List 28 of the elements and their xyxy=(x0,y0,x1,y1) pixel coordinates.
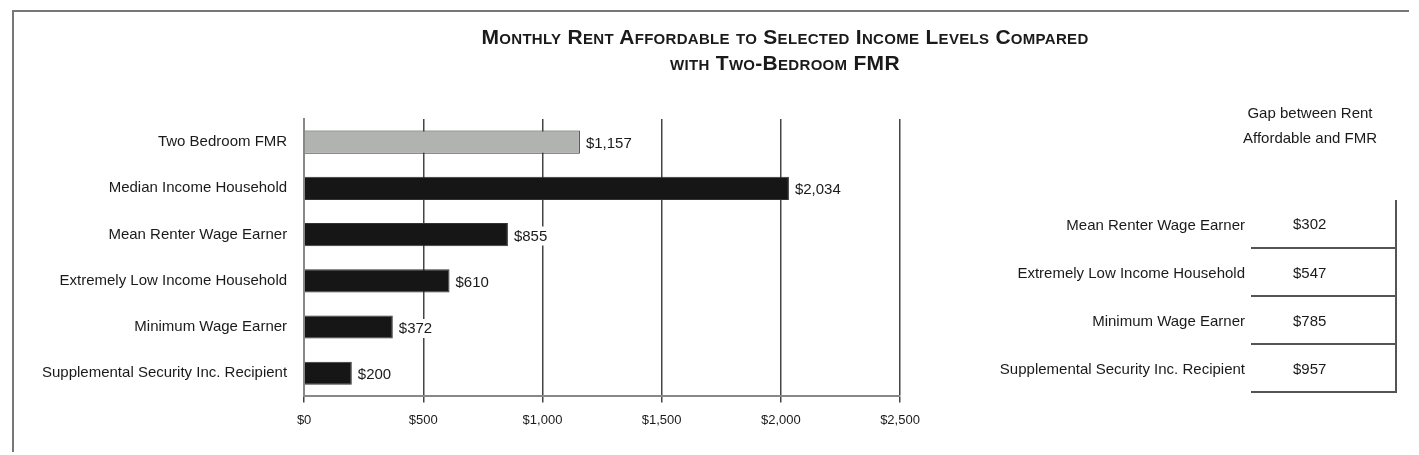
x-tick-label: $2,000 xyxy=(760,411,801,427)
data-label: $200 xyxy=(357,365,392,383)
data-label: $785 xyxy=(1251,296,1396,344)
chart-title: Monthly Rent Affordable to Selected Income Levels Compared with Two-Bedroom FMR xyxy=(480,24,1090,76)
y-tick-label: Mean Renter Wage Earner xyxy=(108,224,288,242)
data-label: $2,034 xyxy=(794,180,841,198)
x-tick-label: $1,000 xyxy=(522,411,563,427)
text: Gap between Rent Affordable and FMR xyxy=(1242,103,1378,148)
x-tick-label: $0 xyxy=(296,411,312,427)
data-label: $855 xyxy=(513,226,548,244)
y-tick-label: Extremely Low Income Household xyxy=(59,270,288,288)
y-tick-label: Median Income Household xyxy=(108,178,288,196)
category-label: Extremely Low Income Household xyxy=(1016,262,1246,283)
y-tick-label: Supplemental Security Inc. Recipient xyxy=(41,363,288,381)
category-label: Mean Renter Wage Earner xyxy=(1065,214,1246,235)
category-label: Supplemental Security Inc. Recipient xyxy=(998,358,1246,379)
x-tick-label: $2,500 xyxy=(880,411,920,427)
data-label: $302 xyxy=(1251,200,1396,248)
data-label: $957 xyxy=(1251,344,1396,392)
x-tick-label: $1,500 xyxy=(641,411,682,427)
data-label: $372 xyxy=(398,319,433,337)
y-tick-label: Two Bedroom FMR xyxy=(157,132,288,150)
data-label: $610 xyxy=(455,272,489,290)
y-tick-label: Minimum Wage Earner xyxy=(134,317,288,335)
category-label: Minimum Wage Earner xyxy=(1091,310,1246,331)
x-tick-label: $500 xyxy=(408,411,438,427)
data-label: $547 xyxy=(1251,248,1396,296)
data-label: $1,157 xyxy=(585,134,632,152)
